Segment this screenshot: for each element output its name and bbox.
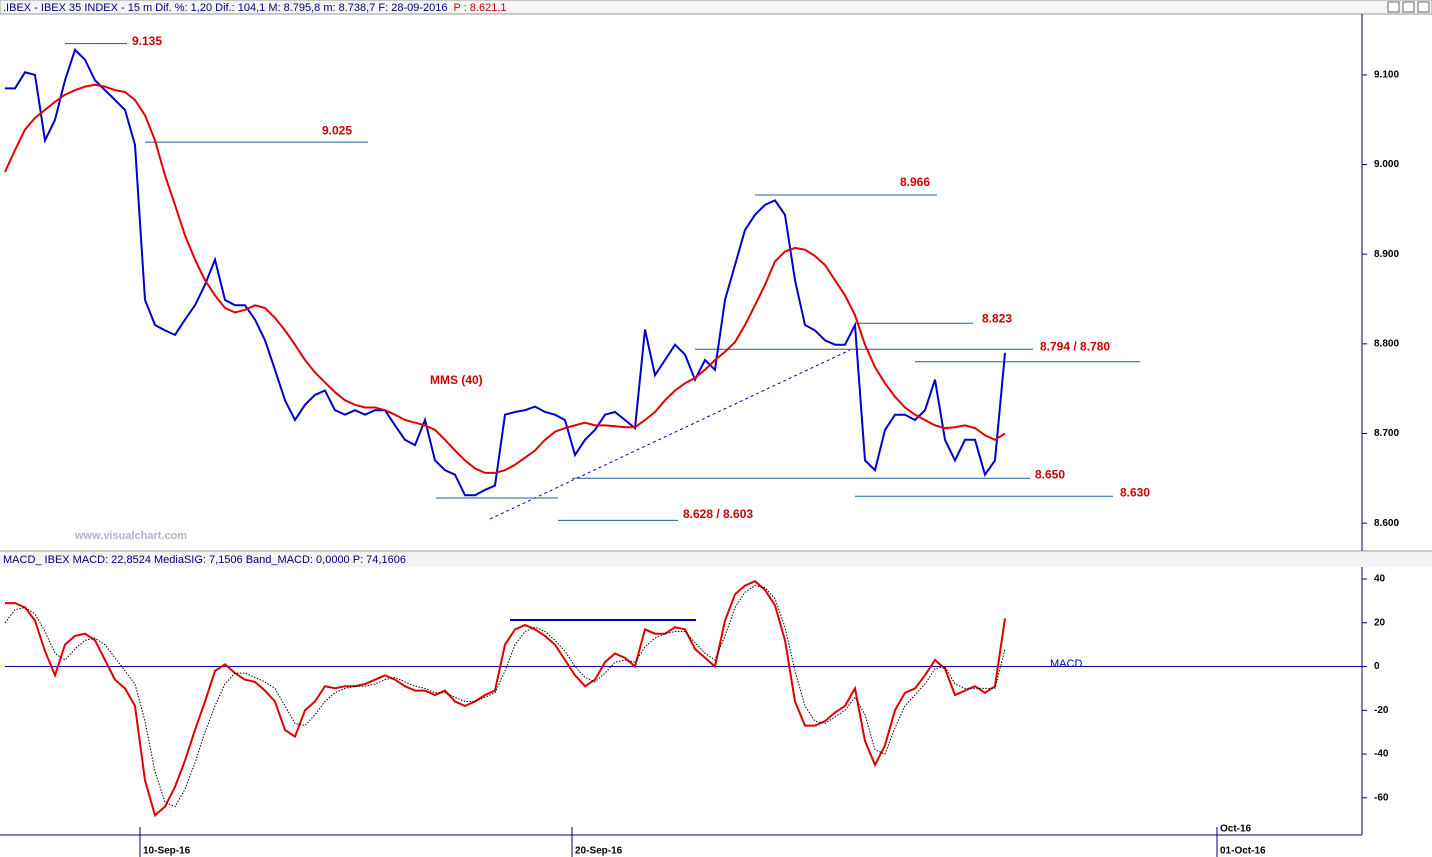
level-label: 9.135 xyxy=(132,34,162,48)
y-tick-label: -60 xyxy=(1374,792,1389,803)
y-tick-label: 20 xyxy=(1374,617,1386,628)
level-label: 8.966 xyxy=(900,175,930,189)
y-tick-label: 8.700 xyxy=(1374,428,1399,439)
price-header-bar xyxy=(0,0,1432,15)
y-tick-label: -20 xyxy=(1374,705,1389,716)
minimize-button[interactable] xyxy=(1387,1,1400,13)
y-tick-label: 40 xyxy=(1374,574,1386,585)
level-label: 8.650 xyxy=(1035,467,1065,481)
watermark: www.visualchart.com xyxy=(74,530,187,542)
level-label: 8.628 / 8.603 xyxy=(683,507,753,521)
y-tick-label: 9.100 xyxy=(1374,70,1399,81)
x-month-label: Oct-16 xyxy=(1220,824,1252,835)
macd-label: MACD xyxy=(1050,658,1082,670)
level-label: 8.823 xyxy=(982,311,1012,325)
maximize-button[interactable] xyxy=(1402,1,1415,13)
y-tick-label: 0 xyxy=(1374,661,1380,672)
ma-label: MMS (40) xyxy=(430,373,483,387)
x-tick-label: 01-Oct-16 xyxy=(1220,846,1266,857)
macd-header-bar xyxy=(0,552,1432,567)
y-tick-label: 8.600 xyxy=(1374,518,1399,529)
y-tick-label: 8.800 xyxy=(1374,338,1399,349)
price-title: .IBEX - IBEX 35 INDEX - 15 m Dif. %: 1,2… xyxy=(3,2,448,14)
trend-line xyxy=(489,349,851,520)
macd-header: MACD_ IBEX MACD: 22,8524 MediaSIG: 7,150… xyxy=(3,554,406,566)
close-button[interactable] xyxy=(1417,1,1430,13)
x-tick-label: 20-Sep-16 xyxy=(575,846,623,857)
y-tick-label: 9.000 xyxy=(1374,159,1399,170)
level-label: 9.025 xyxy=(322,123,352,137)
level-label: 8.794 / 8.780 xyxy=(1040,339,1110,353)
series-line xyxy=(4,585,1006,808)
series-line xyxy=(5,48,1006,497)
price-header: .IBEX - IBEX 35 INDEX - 15 m Dif. %: 1,2… xyxy=(3,2,507,14)
x-tick-label: 10-Sep-16 xyxy=(143,846,191,857)
last-price: P : 8.621,1 xyxy=(454,2,507,14)
level-label: 8.630 xyxy=(1120,485,1150,499)
series-line xyxy=(5,580,1006,818)
y-tick-label: 8.900 xyxy=(1374,249,1399,260)
window-buttons[interactable] xyxy=(1387,1,1430,567)
y-tick-label: -40 xyxy=(1374,749,1389,760)
series-line xyxy=(4,83,1006,474)
